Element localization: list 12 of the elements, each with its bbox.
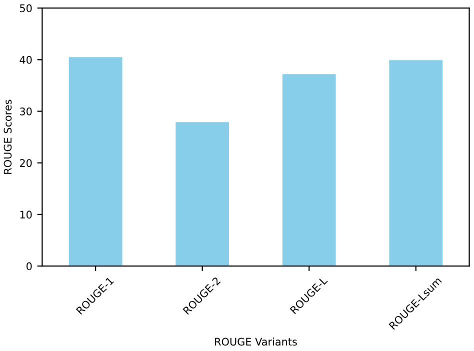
y-axis-title: ROUGE Scores (4, 100, 12, 174)
y-tick-label: 40 (20, 56, 32, 64)
bar (68, 57, 122, 266)
y-tick-label: 50 (20, 4, 32, 12)
bar (389, 60, 443, 266)
bar (282, 74, 336, 266)
y-tick-label: 0 (26, 262, 32, 270)
y-tick-label: 20 (20, 159, 32, 167)
bar (176, 122, 230, 266)
y-tick-label: 10 (20, 210, 32, 219)
x-axis-title: ROUGE Variants (215, 338, 297, 346)
y-tick-label: 30 (20, 107, 32, 116)
